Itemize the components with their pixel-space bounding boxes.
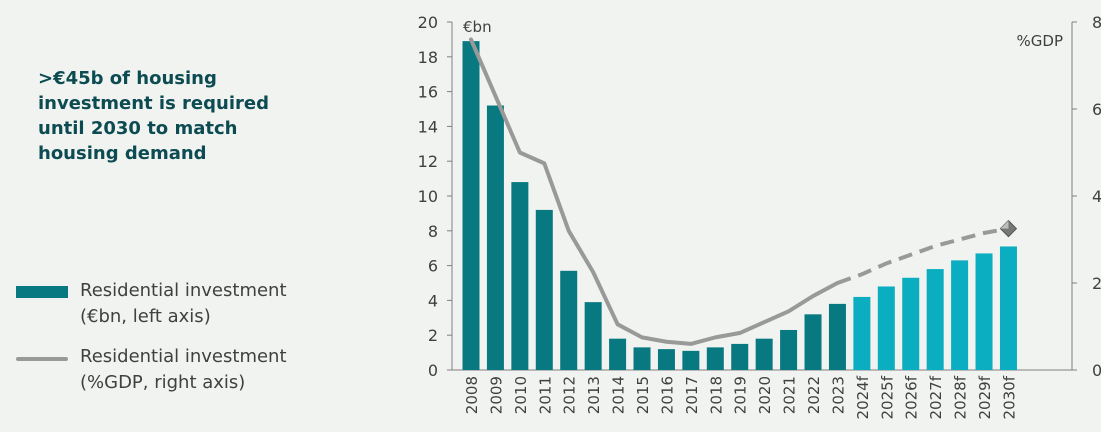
bar	[609, 338, 627, 370]
left-tick-label: 12	[418, 152, 438, 171]
bar	[584, 302, 602, 370]
x-tick-label: 2018	[707, 376, 725, 414]
left-tick-label: 16	[418, 83, 438, 102]
bar	[853, 296, 871, 370]
left-tick-label: 4	[428, 291, 438, 310]
x-tick-label: 2024f	[854, 375, 872, 419]
headline: >€45b of housing investment is required …	[38, 68, 269, 164]
legend-line-line2: (%GDP, right axis)	[80, 372, 246, 393]
bar	[951, 260, 969, 370]
x-tick-label: 2014	[610, 376, 628, 414]
left-tick-label: 18	[418, 48, 438, 67]
x-tick-label: 2011	[536, 376, 554, 414]
left-tick-label: 8	[428, 222, 438, 241]
bar	[706, 347, 724, 370]
bar	[560, 270, 578, 370]
legend-bars-line2: (€bn, left axis)	[80, 306, 211, 327]
x-tick-label: 2017	[683, 376, 701, 414]
left-axis-label: €bn	[463, 18, 492, 36]
right-tick-label: 4	[1092, 187, 1101, 206]
left-tick-label: 0	[428, 361, 438, 380]
left-tick-label: 10	[418, 187, 438, 206]
legend-line-line1: Residential investment	[80, 346, 287, 367]
x-tick-label: 2029f	[976, 375, 994, 419]
end-diamond-highlight	[1000, 220, 1009, 229]
x-tick-label: 2020	[756, 376, 774, 414]
bar	[877, 286, 895, 370]
right-tick-label: 8	[1092, 13, 1101, 32]
x-tick-label: 2021	[781, 376, 799, 414]
bar	[804, 314, 822, 370]
x-tick-label: 2012	[561, 376, 579, 414]
left-tick-label: 2	[428, 326, 438, 345]
legend-item-line: Residential investment (%GDP, right axis…	[16, 344, 346, 396]
left-tick-label: 14	[418, 117, 438, 136]
legend-swatch-bar	[16, 286, 68, 298]
legend-swatch-line	[16, 357, 68, 361]
legend-bars-line1: Residential investment	[80, 280, 287, 301]
x-tick-label: 2025f	[878, 375, 896, 419]
x-tick-label: 2015	[634, 376, 652, 414]
bar	[682, 350, 700, 370]
legend-item-bars: Residential investment (€bn, left axis)	[16, 278, 346, 330]
series-line-forecast	[836, 226, 1009, 285]
x-tick-label: 2022	[805, 376, 823, 414]
bar	[535, 209, 553, 370]
x-tick-label: 2016	[658, 376, 676, 414]
right-axis-label: %GDP	[1017, 32, 1063, 50]
bar	[926, 269, 944, 370]
bar	[999, 246, 1017, 370]
bar	[975, 253, 993, 370]
bar	[828, 303, 846, 370]
x-tick-label: 2013	[585, 376, 603, 414]
left-tick-label: 6	[428, 257, 438, 276]
right-tick-label: 6	[1092, 100, 1101, 119]
x-tick-label: 2019	[732, 376, 750, 414]
bar	[657, 349, 675, 370]
x-tick-label: 2027f	[927, 375, 945, 419]
x-tick-label: 2028f	[952, 375, 970, 419]
bar	[462, 41, 480, 370]
bar	[755, 338, 773, 370]
x-tick-label: 2026f	[903, 375, 921, 419]
bar	[902, 277, 920, 370]
legend: Residential investment (€bn, left axis) …	[16, 278, 346, 410]
bar	[633, 347, 651, 370]
left-tick-label: 20	[418, 13, 438, 32]
x-tick-label: 2010	[512, 376, 530, 414]
right-tick-label: 2	[1092, 274, 1101, 293]
x-tick-label: 2030f	[1000, 375, 1018, 419]
right-tick-label: 0	[1092, 361, 1101, 380]
series-line-historical	[469, 37, 840, 346]
x-tick-label: 2009	[487, 376, 505, 414]
bar	[486, 105, 504, 371]
bar	[731, 343, 749, 370]
x-tick-label: 2023	[829, 376, 847, 414]
bar	[511, 182, 529, 370]
bar	[780, 329, 798, 370]
x-tick-label: 2008	[463, 376, 481, 414]
